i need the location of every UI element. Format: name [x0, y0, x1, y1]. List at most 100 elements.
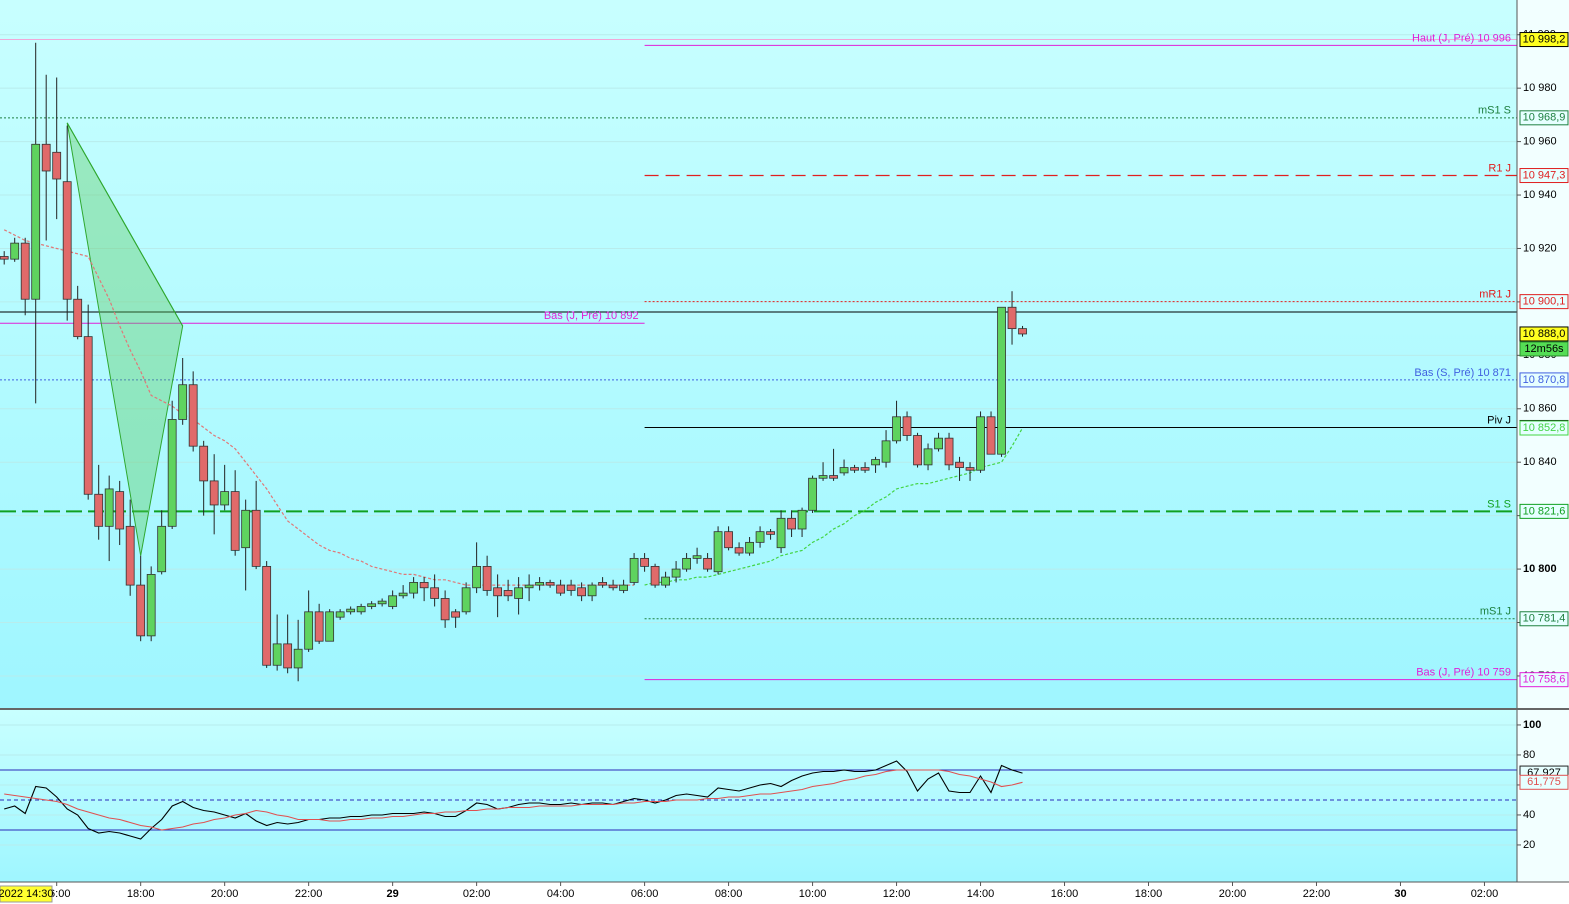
y-tick-label: 10 840 [1523, 456, 1557, 468]
x-tick-label: 20:00 [211, 888, 239, 900]
y-tick-label: 10 940 [1523, 189, 1557, 201]
candle-body [335, 611, 345, 618]
candle-body [976, 416, 985, 471]
pattern-edge [66, 122, 184, 327]
candle-body [356, 606, 366, 613]
level-label: R1 J [1488, 162, 1511, 174]
candle-body [535, 582, 545, 586]
candle-body [566, 584, 576, 591]
candle-body [314, 611, 324, 642]
price-tag: 10 998,2 [1523, 33, 1566, 45]
candle-body [986, 416, 996, 455]
level-label: mR1 J [1479, 289, 1511, 301]
level-tag: 10 968,9 [1523, 112, 1566, 124]
y-tick-label: 20 [1523, 839, 1535, 851]
candle-body [241, 509, 251, 549]
level-label: mS1 J [1480, 606, 1511, 618]
candle-body [556, 584, 566, 594]
indicator-line [4, 769, 1023, 831]
candle-body [829, 475, 838, 479]
candle-body [31, 143, 41, 300]
candle-body [419, 582, 429, 589]
x-tick-label: 06:00 [631, 888, 659, 900]
x-tick-label: 20:00 [1219, 888, 1247, 900]
level-tag: 10 870,8 [1523, 374, 1566, 386]
candle-body [94, 493, 104, 527]
candle-body [598, 582, 608, 586]
time-axis-bg [0, 882, 1569, 904]
candle-body [577, 587, 587, 597]
x-tick-label: 30 [1394, 888, 1406, 900]
candle-body [0, 256, 9, 260]
level-label: mS1 S [1478, 105, 1511, 117]
x-tick-label: 12:00 [883, 888, 911, 900]
price-tag-bg [1519, 32, 1569, 48]
candle-body [472, 566, 482, 589]
countdown-bg [1519, 341, 1569, 357]
candle-body [104, 488, 114, 527]
candle-body [860, 467, 870, 471]
x-tick-label: 02:00 [463, 888, 491, 900]
x-tick-label: 22:00 [1303, 888, 1331, 900]
candle-body [251, 509, 261, 567]
price-panel-bg [0, 0, 1517, 708]
x-tick-label: 02:00 [1471, 888, 1499, 900]
x-tick-label: 04:00 [547, 888, 575, 900]
candle-body [734, 547, 744, 554]
y-tick-label: 10 920 [1523, 242, 1557, 254]
candle-body [640, 557, 649, 567]
level-label: Bas (J, Pré) 10 759 [1416, 667, 1511, 679]
candle-body [409, 582, 419, 594]
candle-body [955, 461, 964, 468]
level-tag-bg [1519, 372, 1569, 388]
candle-body [682, 557, 691, 570]
candle-body [62, 181, 72, 300]
level-label: Bas (S, Pré) 10 871 [1414, 367, 1511, 379]
indicator-panel-bg [0, 710, 1517, 882]
candle-body [797, 509, 807, 530]
candle-body [304, 611, 314, 650]
y-tick-label: 80 [1523, 749, 1535, 761]
ma-tag-bg [1519, 420, 1569, 436]
price-tag: 10 888,0 [1523, 328, 1566, 340]
level-tag-bg [1519, 611, 1569, 627]
candle-body [52, 151, 62, 180]
candle-body [902, 416, 912, 436]
x-tick-label: 29 [387, 888, 399, 900]
y-tick-label: 10 800 [1523, 563, 1557, 575]
x-tick-label: 18:00 [127, 888, 155, 900]
candle-body [608, 584, 618, 589]
price-axis-bg [1517, 0, 1569, 882]
y-tick-label: 10 860 [1523, 403, 1557, 415]
candle-body [997, 306, 1006, 455]
candle-body [377, 600, 387, 605]
level-tag-bg [1519, 503, 1569, 519]
ma-tag: 10 852,8 [1523, 422, 1566, 434]
candle-body [199, 445, 209, 482]
level-label: Haut (J, Pré) 10 996 [1412, 32, 1511, 44]
candle-body [83, 336, 93, 495]
level-tag: 10 947,3 [1523, 169, 1566, 181]
start-time-tag-bg [0, 885, 53, 903]
y-tick-label: 10 960 [1523, 136, 1557, 148]
candle-body [923, 448, 933, 466]
candle-body [776, 517, 786, 549]
candle-body [629, 557, 639, 583]
y-tick-label: 10 980 [1523, 82, 1557, 94]
start-time-tag: 2022 14:30 [0, 888, 54, 900]
candle-body [944, 437, 954, 466]
candle-body [262, 566, 272, 666]
candle-body [692, 555, 702, 559]
candle-body [1018, 328, 1027, 335]
candle-body [272, 643, 282, 666]
candle-body [146, 574, 156, 637]
candle-body [650, 566, 660, 586]
candle-body [10, 242, 20, 260]
candle-body [451, 611, 461, 618]
candle-body [808, 477, 817, 511]
candle-body [73, 298, 83, 338]
candle-body [167, 419, 177, 527]
candle-body [125, 525, 135, 586]
level-label: S1 S [1487, 498, 1511, 510]
